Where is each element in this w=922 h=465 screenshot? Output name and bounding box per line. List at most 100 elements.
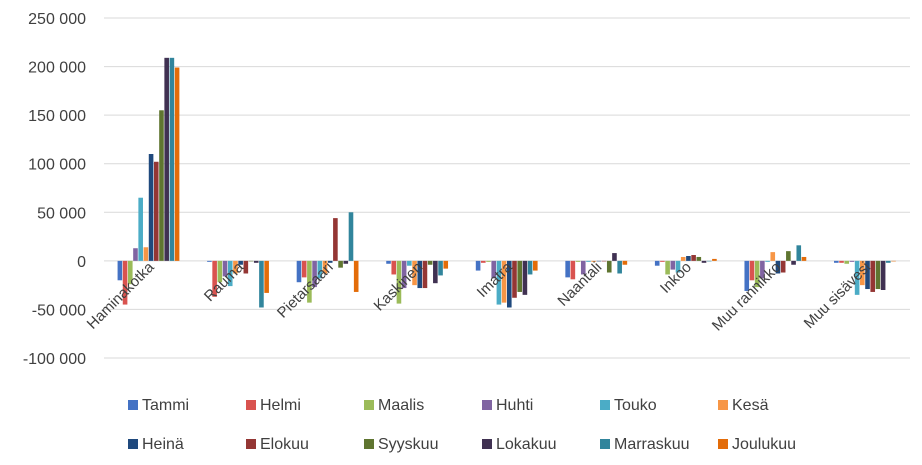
bar-syyskuu-5 xyxy=(606,260,612,273)
bar-elokuu-3 xyxy=(422,260,428,289)
bar-elokuu-6 xyxy=(691,255,696,261)
bar-elokuu-2 xyxy=(333,218,338,261)
legend-label: Joulukuu xyxy=(732,436,796,453)
bar-joulukuu-4 xyxy=(533,260,538,271)
bar-elokuu-8 xyxy=(870,260,876,292)
legend-swatch xyxy=(364,439,374,449)
legend-label: Helmi xyxy=(260,397,301,414)
bar-syyskuu-0 xyxy=(159,110,164,261)
bar-helmi-6 xyxy=(660,260,665,262)
bar-lokakuu-6 xyxy=(701,260,707,263)
legend-swatch xyxy=(364,400,374,410)
y-tick-label: 100 000 xyxy=(28,157,86,174)
bar-elokuu-4 xyxy=(512,260,517,298)
legend-label: Maalis xyxy=(378,397,424,414)
bar-syyskuu-1 xyxy=(248,260,254,262)
bar-marraskuu-2 xyxy=(348,212,354,261)
bar-maalis-7 xyxy=(754,260,760,288)
legend-label: Syyskuu xyxy=(378,436,438,453)
bar-joulukuu-1 xyxy=(264,260,269,293)
bar-kesä-1 xyxy=(233,260,238,274)
legend-swatch xyxy=(600,439,610,449)
bar-tammi-7 xyxy=(744,260,750,291)
bar-touko-3 xyxy=(407,260,412,266)
bar-huhti-2 xyxy=(312,260,317,288)
bar-touko-8 xyxy=(854,260,860,295)
y-tick-label: -100 000 xyxy=(23,351,86,368)
bar-elokuu-0 xyxy=(153,161,159,261)
bar-syyskuu-2 xyxy=(338,260,343,268)
bar-marraskuu-3 xyxy=(438,260,443,276)
legend-swatch xyxy=(600,400,610,410)
bar-lokakuu-0 xyxy=(164,57,169,261)
bar-kesä-2 xyxy=(322,260,328,274)
bar-elokuu-1 xyxy=(243,260,249,274)
bar-tammi-4 xyxy=(475,260,481,271)
legend-swatch xyxy=(482,439,492,449)
y-tick-label: 200 000 xyxy=(28,60,86,77)
bar-kesä-3 xyxy=(412,260,417,286)
bars xyxy=(117,57,896,308)
bar-joulukuu-3 xyxy=(443,260,449,269)
bar-helmi-1 xyxy=(212,260,217,297)
bar-heinä-2 xyxy=(327,260,333,263)
y-tick-label: 250 000 xyxy=(28,11,86,28)
bar-heinä-8 xyxy=(865,260,870,290)
bar-kesä-0 xyxy=(143,247,149,261)
legend-swatch xyxy=(128,439,138,449)
bar-lokakuu-3 xyxy=(433,260,438,284)
bar-joulukuu-8 xyxy=(891,260,896,262)
bar-touko-7 xyxy=(765,260,770,262)
bar-helmi-8 xyxy=(839,260,844,263)
bar-syyskuu-7 xyxy=(786,251,791,261)
legend-swatch xyxy=(482,400,492,410)
legend-label: Kesä xyxy=(732,397,769,414)
bar-tammi-0 xyxy=(117,260,123,281)
bar-huhti-1 xyxy=(222,260,228,277)
bar-heinä-4 xyxy=(507,260,512,308)
x-tick-label: Inkoo xyxy=(657,259,695,297)
bar-syyskuu-4 xyxy=(517,260,522,292)
bar-syyskuu-3 xyxy=(427,260,433,265)
legend-swatch xyxy=(718,439,728,449)
legend-label: Marraskuu xyxy=(614,436,690,453)
bar-kesä-6 xyxy=(680,256,686,261)
legend-label: Huhti xyxy=(496,397,533,414)
bar-lokakuu-5 xyxy=(612,253,617,261)
bar-helmi-0 xyxy=(122,260,128,305)
legend-label: Heinä xyxy=(142,436,184,453)
bar-huhti-6 xyxy=(670,260,676,270)
legend-swatch xyxy=(246,439,256,449)
bar-maalis-6 xyxy=(665,260,670,275)
bar-tammi-6 xyxy=(654,260,660,266)
bar-joulukuu-6 xyxy=(712,258,717,261)
bar-syyskuu-8 xyxy=(875,260,881,290)
bar-lokakuu-7 xyxy=(791,260,796,265)
bar-tammi-5 xyxy=(565,260,570,278)
x-tick-label: Muu sisävesi xyxy=(801,259,874,332)
bar-touko-4 xyxy=(496,260,502,305)
bar-heinä-1 xyxy=(238,260,243,265)
bar-touko-2 xyxy=(317,260,323,279)
bar-heinä-3 xyxy=(417,260,423,289)
legend-label: Lokakuu xyxy=(496,436,557,453)
bar-kesä-7 xyxy=(770,252,776,261)
legend: Tammi Helmi Maalis Huhti Touko Kesä Heinä Eloku… xyxy=(128,397,796,453)
bar-touko-5 xyxy=(586,260,591,262)
bar-tammi-2 xyxy=(296,260,302,283)
bar-huhti-8 xyxy=(849,260,855,262)
bar-helmi-2 xyxy=(301,260,307,278)
bar-marraskuu-1 xyxy=(259,260,264,308)
bar-maalis-0 xyxy=(127,260,133,285)
bar-helmi-5 xyxy=(570,260,576,280)
bar-kesä-5 xyxy=(591,260,596,262)
bar-marraskuu-4 xyxy=(527,260,533,275)
bar-kesä-4 xyxy=(501,260,507,303)
y-tick-label: -50 000 xyxy=(32,302,86,319)
bar-huhti-5 xyxy=(580,260,586,275)
bar-helmi-7 xyxy=(749,260,755,281)
legend-swatch xyxy=(718,400,728,410)
bar-syyskuu-6 xyxy=(696,256,702,261)
legend-swatch xyxy=(128,400,138,410)
bar-lokakuu-2 xyxy=(343,260,349,264)
